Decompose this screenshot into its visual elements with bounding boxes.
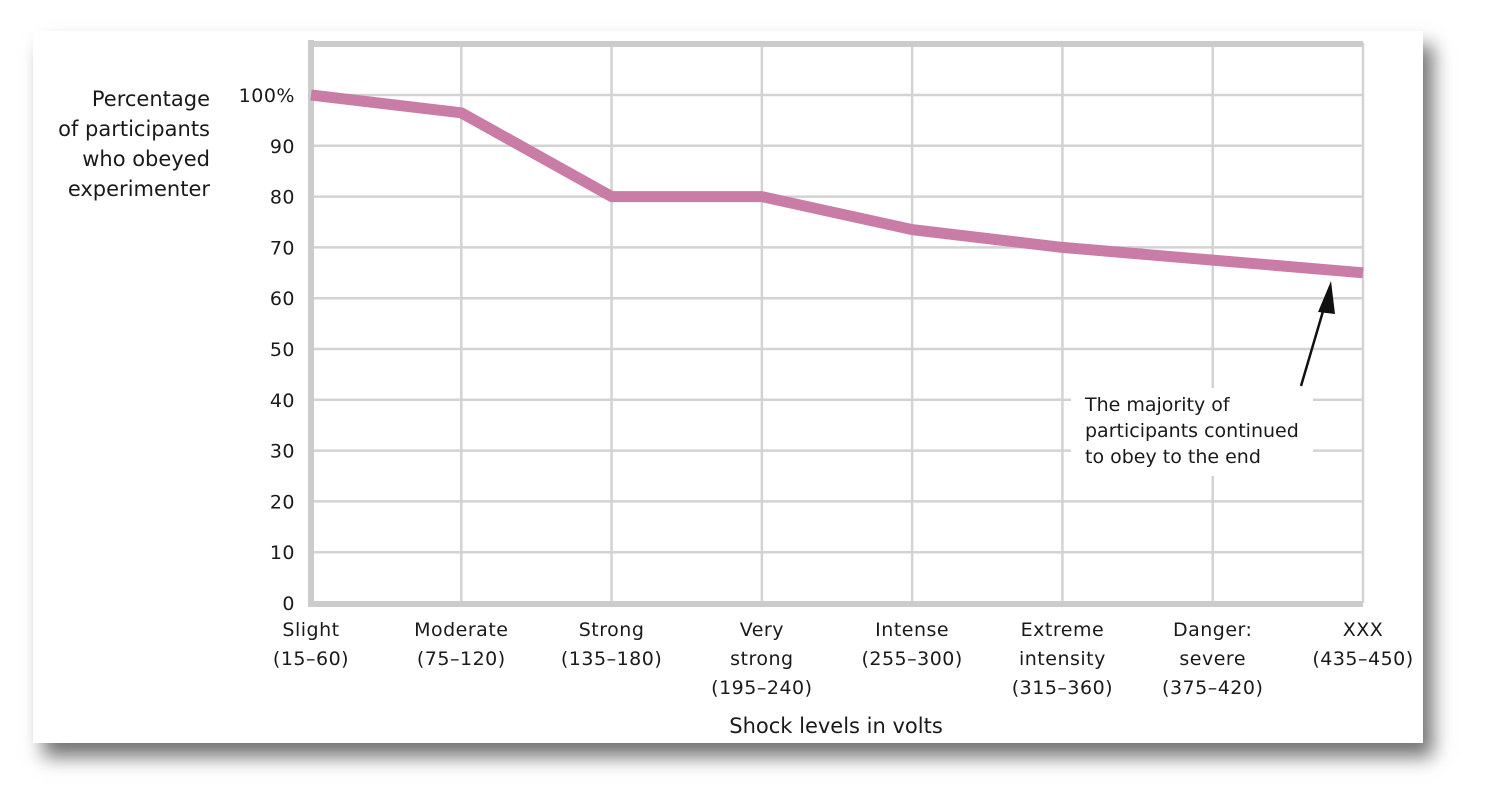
y-tick-label: 30 xyxy=(270,441,295,463)
y-tick-label: 20 xyxy=(270,491,295,513)
y-axis-title: Percentage of participants who obeyed exper… xyxy=(58,87,210,201)
annotation-arrowhead-icon xyxy=(1318,281,1335,314)
data-series xyxy=(310,89,1364,279)
x-category-label-line: strong xyxy=(730,648,793,670)
x-category-label-line: Strong xyxy=(579,619,645,641)
obedience-series-line xyxy=(310,89,1364,279)
chart-card: 0 10 20 30 40 50 60 70 80 90 100% Slight (15–60) Mod… xyxy=(33,31,1423,743)
x-category-label-line: Very xyxy=(740,619,784,641)
annotation-text-line: participants continued xyxy=(1085,420,1299,442)
x-category-label: Very strong (195–240) xyxy=(711,619,812,699)
x-category-label: Danger: severe (375–420) xyxy=(1162,619,1263,699)
y-tick-label: 50 xyxy=(270,339,295,361)
x-category-label-line: intensity xyxy=(1019,648,1106,670)
annotation-box xyxy=(1071,388,1313,476)
y-tick-label: 10 xyxy=(270,542,295,564)
x-category-label-line: severe xyxy=(1179,648,1246,670)
x-category-label-line: (435–450) xyxy=(1312,648,1413,670)
y-axis-title-line: who obeyed xyxy=(82,147,210,171)
x-category-label: Extreme intensity (315–360) xyxy=(1012,619,1113,699)
y-axis-title-line: of participants xyxy=(58,117,210,141)
x-category-label: Strong (135–180) xyxy=(561,619,662,670)
x-category-label-line: Danger: xyxy=(1173,619,1252,641)
y-tick-label: 60 xyxy=(270,288,295,310)
obedience-line-chart: 0 10 20 30 40 50 60 70 80 90 100% Slight (15–60) Mod… xyxy=(58,40,1413,738)
x-category-label-line: Slight xyxy=(282,619,339,641)
y-tick-label: 40 xyxy=(270,390,295,412)
y-tick-label: 70 xyxy=(270,237,295,259)
x-category-label-line: (75–120) xyxy=(417,648,506,670)
annotation-arrow-shaft xyxy=(1299,300,1328,387)
x-category-label-line: (195–240) xyxy=(711,677,812,699)
y-tick-labels: 0 10 20 30 40 50 60 70 80 90 100% xyxy=(239,85,295,615)
x-category-labels: Slight (15–60) Moderate (75–120) Strong (135–… xyxy=(273,619,1413,699)
y-tick-label: 80 xyxy=(270,187,295,209)
x-axis-title: Shock levels in volts xyxy=(729,714,943,738)
x-category-label-line: (135–180) xyxy=(561,648,662,670)
x-category-label-line: (255–300) xyxy=(861,648,962,670)
x-category-label: Slight (15–60) xyxy=(273,619,349,670)
y-tick-label: 90 xyxy=(270,136,295,158)
y-axis-title-line: Percentage xyxy=(92,87,210,111)
x-category-label-line: Extreme xyxy=(1021,619,1104,641)
annotation-text-line: The majority of xyxy=(1084,394,1231,416)
plot-background xyxy=(308,41,1363,606)
x-category-label-line: (15–60) xyxy=(273,648,349,670)
annotation-text: The majority of participants continued to … xyxy=(1084,394,1299,468)
y-tick-label: 100% xyxy=(239,85,295,107)
y-axis-title-line: experimenter xyxy=(68,177,211,201)
x-category-label-line: (375–420) xyxy=(1162,677,1263,699)
x-category-label: Intense (255–300) xyxy=(861,619,962,670)
annotation-text-line: to obey to the end xyxy=(1085,446,1261,468)
x-category-label-line: Moderate xyxy=(414,619,508,641)
x-category-label: XXX (435–450) xyxy=(1312,619,1413,670)
x-category-label-line: Intense xyxy=(875,619,949,641)
x-category-label: Moderate (75–120) xyxy=(414,619,508,670)
x-category-label-line: XXX xyxy=(1343,619,1384,641)
annotation: The majority of participants continued to … xyxy=(1071,281,1335,476)
gridlines xyxy=(311,43,1365,603)
axes xyxy=(308,40,1363,607)
x-category-label-line: (315–360) xyxy=(1012,677,1113,699)
y-tick-label: 0 xyxy=(282,593,295,615)
